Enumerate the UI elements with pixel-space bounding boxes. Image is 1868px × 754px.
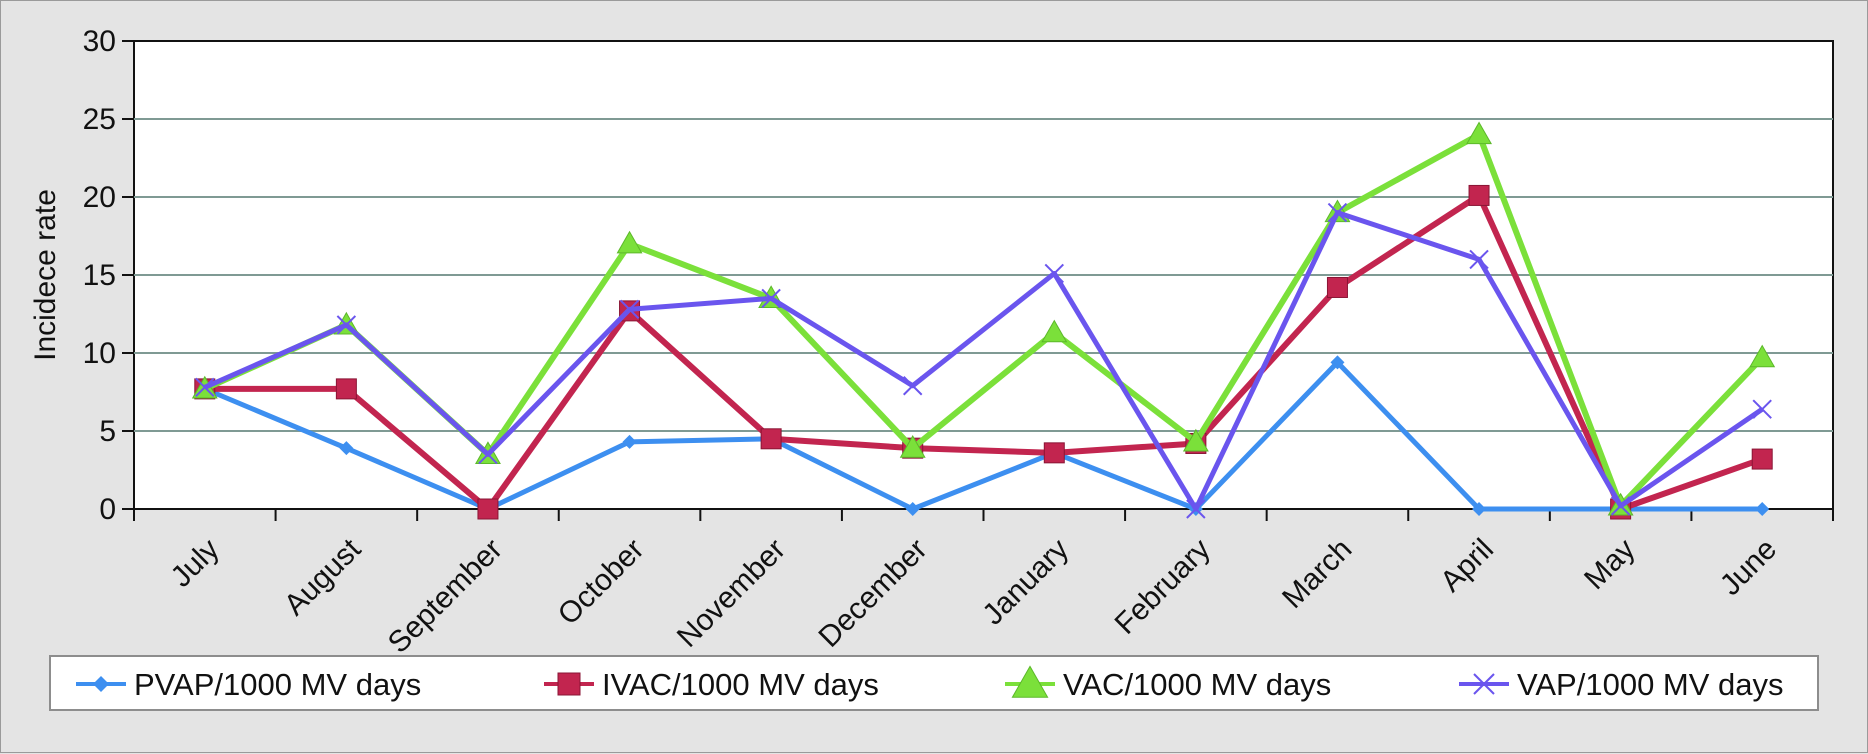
data-point <box>1749 344 1776 368</box>
data-point <box>1755 502 1770 516</box>
data-point <box>557 672 581 696</box>
legend-item: IVAC/1000 MV days <box>544 667 879 702</box>
data-point-stroke <box>1610 496 1631 516</box>
x-tick-label: December <box>812 533 933 654</box>
data-point <box>335 378 357 400</box>
data-point <box>622 434 637 449</box>
data-point <box>1752 399 1772 419</box>
x-tick-label: October <box>552 533 651 632</box>
y-tick-label: 5 <box>99 415 116 448</box>
data-point-stroke <box>903 376 923 396</box>
data-point <box>1182 428 1209 452</box>
data-point <box>93 676 109 692</box>
data-point <box>1466 121 1493 145</box>
data-point <box>1473 673 1495 695</box>
data-point <box>1469 249 1489 270</box>
data-point <box>1468 184 1490 206</box>
data-point <box>1043 442 1065 464</box>
data-point-stroke <box>1186 499 1206 519</box>
y-tick-label: 15 <box>83 259 116 292</box>
x-tick-label: September <box>382 533 509 660</box>
data-point-stroke <box>761 288 781 309</box>
legend-label: VAC/1000 MV days <box>1063 667 1331 702</box>
data-point <box>478 444 498 465</box>
data-point <box>905 502 920 516</box>
x-tick-label: May <box>1578 533 1641 596</box>
y-tick-label: 30 <box>83 25 116 58</box>
x-tick-label: August <box>278 532 368 622</box>
x-tick-label: April <box>1434 533 1500 599</box>
legend-label: IVAC/1000 MV days <box>602 667 879 702</box>
x-axis-ticks: July August September October November Decemb… <box>133 509 1834 660</box>
data-point <box>477 498 499 520</box>
data-point-stroke <box>1473 673 1495 695</box>
data-point <box>1044 263 1064 284</box>
data-point <box>1326 276 1348 298</box>
legend-label: VAP/1000 MV days <box>1517 667 1784 702</box>
data-point <box>1186 499 1206 519</box>
y-tick-label: 25 <box>83 103 116 136</box>
legend-label: PVAP/1000 MV days <box>134 667 421 702</box>
data-point-stroke <box>336 315 357 335</box>
data-point <box>1472 502 1487 516</box>
data-point <box>1011 665 1049 698</box>
legend-item: VAC/1000 MV days <box>1005 665 1331 702</box>
data-point <box>195 377 215 398</box>
legend-item: VAP/1000 MV days <box>1459 667 1784 702</box>
x-tick-label: January <box>976 533 1075 632</box>
data-point <box>1327 202 1348 223</box>
data-point <box>619 299 640 320</box>
data-point-stroke <box>619 299 640 320</box>
data-point <box>339 441 354 456</box>
series-line <box>203 359 1763 512</box>
series-line <box>204 192 1764 512</box>
series-line <box>203 210 1764 512</box>
legend-item: PVAP/1000 MV days <box>76 667 421 702</box>
x-tick-label: June <box>1714 533 1783 602</box>
data-point <box>903 376 923 396</box>
data-point <box>899 435 926 458</box>
data-point <box>336 315 357 335</box>
data-point-stroke <box>1044 263 1064 284</box>
data-point-stroke <box>1327 202 1348 223</box>
data-point <box>1751 448 1773 470</box>
y-axis-ticks: 0 5 10 15 20 25 30 <box>83 25 134 526</box>
data-point <box>1610 496 1631 516</box>
y-tick-label: 20 <box>83 181 116 214</box>
data-point-stroke <box>478 444 498 465</box>
data-point <box>1041 319 1068 343</box>
legend: PVAP/1000 MV days IVAC/1000 MV days VAC/10… <box>49 655 1819 711</box>
data-point-stroke <box>1469 249 1489 270</box>
data-point <box>760 428 782 450</box>
x-tick-label: November <box>671 533 792 654</box>
data-point <box>761 288 781 309</box>
x-tick-label: March <box>1276 533 1358 615</box>
y-axis-title: Incidece rate <box>29 189 62 361</box>
data-point-stroke <box>1752 399 1772 419</box>
series-VAP/1000 MV days <box>195 202 1772 519</box>
series-lines <box>191 121 1776 520</box>
data-point <box>616 230 643 254</box>
y-tick-label: 10 <box>83 337 116 370</box>
data-point-stroke <box>195 377 215 398</box>
x-tick-label: July <box>165 533 226 594</box>
data-point <box>1330 355 1345 370</box>
legend-box <box>49 655 1819 711</box>
x-tick-label: February <box>1109 533 1217 641</box>
y-tick-label: 0 <box>99 493 116 526</box>
